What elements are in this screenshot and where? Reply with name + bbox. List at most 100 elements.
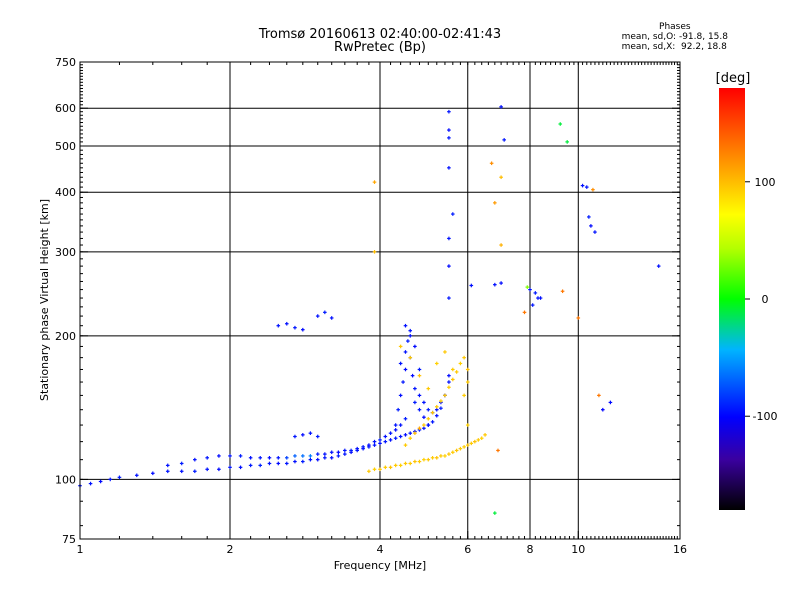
data-point [451,450,455,455]
data-point [406,339,410,343]
data-point [308,431,313,435]
data-point [301,433,305,437]
data-point [398,361,403,366]
data-point [608,400,613,405]
phase-statistics-o: mean, sd,O: -91.8, 15.8 [621,32,728,42]
data-point [465,423,470,427]
data-point [238,465,243,470]
data-point [560,289,565,294]
x-tick-label: 8 [527,543,534,556]
data-point [473,439,477,444]
data-points [78,105,661,515]
data-point [293,459,297,464]
data-point [454,448,459,453]
data-point [388,465,393,470]
data-point [451,212,455,216]
data-point [403,461,408,466]
colorbar-tick-label: -100 [753,410,778,423]
data-point [329,316,334,320]
data-point [301,459,305,464]
data-point [502,138,506,142]
data-point [499,105,503,109]
y-tick-label: 100 [55,473,76,486]
data-point [447,128,451,132]
data-point [434,455,439,460]
data-point [426,423,431,427]
y-tick-label: 300 [55,246,76,259]
data-point [276,455,281,460]
data-point [410,373,415,378]
data-point [315,457,320,462]
data-point [493,511,497,515]
data-point [576,316,581,320]
data-point [417,459,422,464]
data-point [413,344,417,349]
data-point [393,436,398,441]
data-point [336,454,341,458]
data-point [367,443,371,447]
data-point [525,285,530,289]
data-point [372,443,377,447]
data-point [469,441,474,446]
data-point [248,455,253,460]
data-point [88,481,93,486]
data-point [434,404,439,409]
colorbar-tick-label: 0 [762,293,769,306]
x-tick-label: 4 [377,543,384,556]
data-point [536,296,540,300]
data-point [493,282,497,287]
data-point [98,479,103,484]
data-point [308,457,313,462]
data-point [499,281,503,285]
data-point [580,183,585,188]
data-point [443,393,447,398]
data-point [228,465,232,470]
data-point [205,467,209,472]
data-point [479,436,484,441]
data-point [151,471,155,476]
data-point [408,355,413,360]
data-point [403,443,408,447]
data-point [378,438,382,442]
data-point [349,448,353,453]
data-point [323,310,327,315]
data-point [451,377,455,382]
data-point [258,463,263,468]
chart-subtitle: RwPretec (Bp) [333,40,427,55]
data-point [430,455,435,460]
data-point [248,463,253,468]
data-point [179,461,184,466]
x-tick-label: 1 [77,543,84,556]
data-point [276,461,281,466]
data-point [443,350,447,354]
data-point [388,431,393,435]
data-point [426,386,431,391]
data-point [422,423,426,427]
data-point [426,416,431,421]
data-point [499,175,503,180]
data-point [108,477,113,482]
data-point [593,230,597,234]
data-point [417,407,422,412]
data-point [489,161,494,166]
x-tick-label: 16 [673,543,687,556]
data-point [422,426,426,431]
data-point [343,452,347,456]
data-point [276,323,281,328]
data-point [267,461,272,466]
data-point [284,321,289,326]
data-point [165,463,170,468]
data-point [329,455,334,460]
data-point [447,109,451,114]
data-point [458,361,463,366]
data-point [422,457,426,462]
data-point [469,283,474,288]
data-point [117,475,122,480]
data-point [462,355,466,360]
x-tick-label: 10 [571,543,585,556]
colorbar-gradient [719,88,745,510]
grid [80,62,680,539]
data-point [361,445,365,449]
data-point [422,415,426,420]
